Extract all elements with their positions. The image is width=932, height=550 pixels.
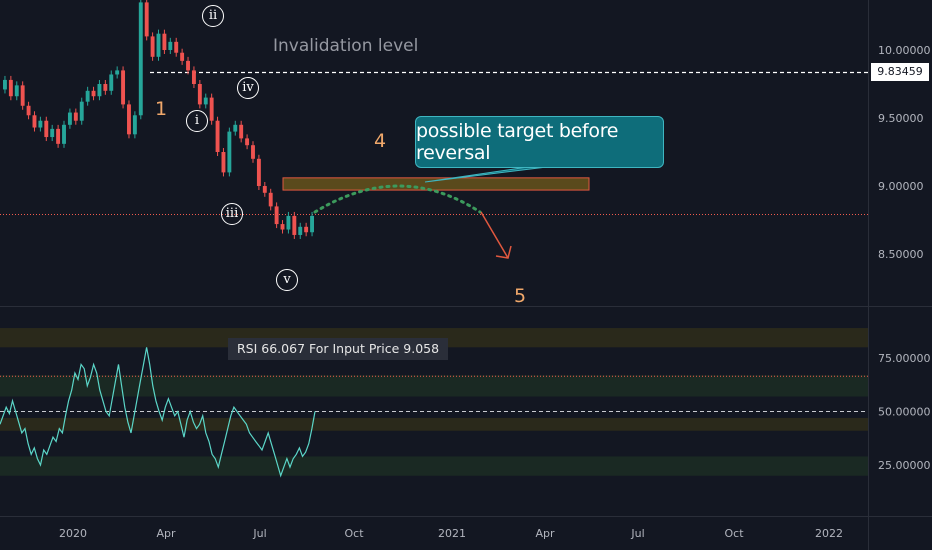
candle-body [73,112,78,121]
time-tick-label: Apr [535,527,555,540]
price-tick-label: 10.00000 [878,44,931,57]
projection-arrow [480,211,509,259]
rsi-band [0,328,868,348]
projection-arc [313,184,482,214]
wave-circle-i: i [186,110,208,132]
candle-body [127,104,131,135]
time-tick-label: 2022 [815,527,843,540]
candle-body [121,70,126,105]
candle-body [144,2,149,37]
candle-body [186,60,190,71]
candle-body [292,215,297,235]
candle-body [274,206,279,225]
candle-body [115,70,120,75]
candle-body [50,128,55,138]
candle-body [215,120,220,152]
candle-body [162,33,167,50]
candle-body [138,2,143,116]
time-tick-label: Jul [630,527,644,540]
candle-body [3,79,7,90]
candle-body [132,115,137,135]
candle-body [262,186,267,193]
projection-arrowhead [495,245,512,259]
candle-body [209,97,214,121]
time-tick-label: Apr [156,527,176,540]
candle-body [203,97,208,105]
wave-label-4: 4 [374,130,387,152]
candle-body [191,70,196,84]
wave-label-5: 5 [514,285,527,307]
invalidation-label: Invalidation level [273,36,419,56]
candle-body [286,215,291,230]
candle-body [56,128,61,144]
candle-body [156,33,161,57]
candle-body [280,224,285,230]
candle-body [268,192,273,207]
candle-body [44,120,49,138]
candle-body [67,112,72,125]
candle-body [298,226,303,235]
time-tick-label: Oct [724,527,744,540]
candle-body [79,101,84,121]
time-tick-label: 2021 [438,527,466,540]
candle-body [304,226,309,233]
wave-circle-iv: iv [237,77,259,99]
candle-body [8,79,13,97]
wave-circle-iii: iii [221,203,243,225]
price-tick-label: 9.00000 [878,180,924,193]
candle-body [251,145,255,159]
rsi-tick-label: 25.00000 [878,459,931,472]
price-tick-label: 9.50000 [878,112,924,125]
candle-body [97,84,102,97]
candle-body [174,41,179,53]
candle-body [239,124,244,139]
candle-body [221,152,226,173]
price-candles [3,0,314,239]
candle-body [310,215,314,233]
rsi-tick-label: 50.00000 [878,406,931,419]
candle-body [91,90,96,97]
candle-body [14,85,19,97]
candle-body [26,105,31,116]
candle-body [256,158,261,186]
candle-body [197,84,202,105]
wave-circle-ii: ii [202,5,224,27]
candle-body [233,124,238,132]
candle-body [227,131,232,173]
rsi-band [0,456,868,476]
current-price-tag: 9.83459 [871,63,929,81]
rsi-legend-label[interactable]: RSI 66.067 For Input Price 9.058 [228,338,449,360]
candle-body [38,120,43,128]
wave-label-1: 1 [155,98,168,120]
price-tick-label: 8.50000 [878,248,924,261]
wave-circle-v: v [276,269,298,291]
candle-body [245,138,250,146]
candle-body [168,41,173,50]
candle-body [103,84,108,91]
candle-body [180,52,185,61]
rsi-band [0,417,868,431]
candle-body [109,74,114,91]
time-tick-label: Oct [344,527,364,540]
rsi-tick-label: 75.00000 [878,352,931,365]
target-zone[interactable] [282,177,590,191]
candle-body [62,124,66,144]
rsi-band [0,375,868,397]
rsi-bands [0,328,868,476]
time-tick-label: 2020 [59,527,87,540]
rsi-line [0,347,316,478]
target-callout[interactable]: possible target before reversal [415,116,664,168]
time-tick-label: Jul [252,527,266,540]
candle-body [85,90,90,102]
candle-body [20,85,25,106]
candle-body [32,115,37,128]
candle-body [150,36,155,57]
